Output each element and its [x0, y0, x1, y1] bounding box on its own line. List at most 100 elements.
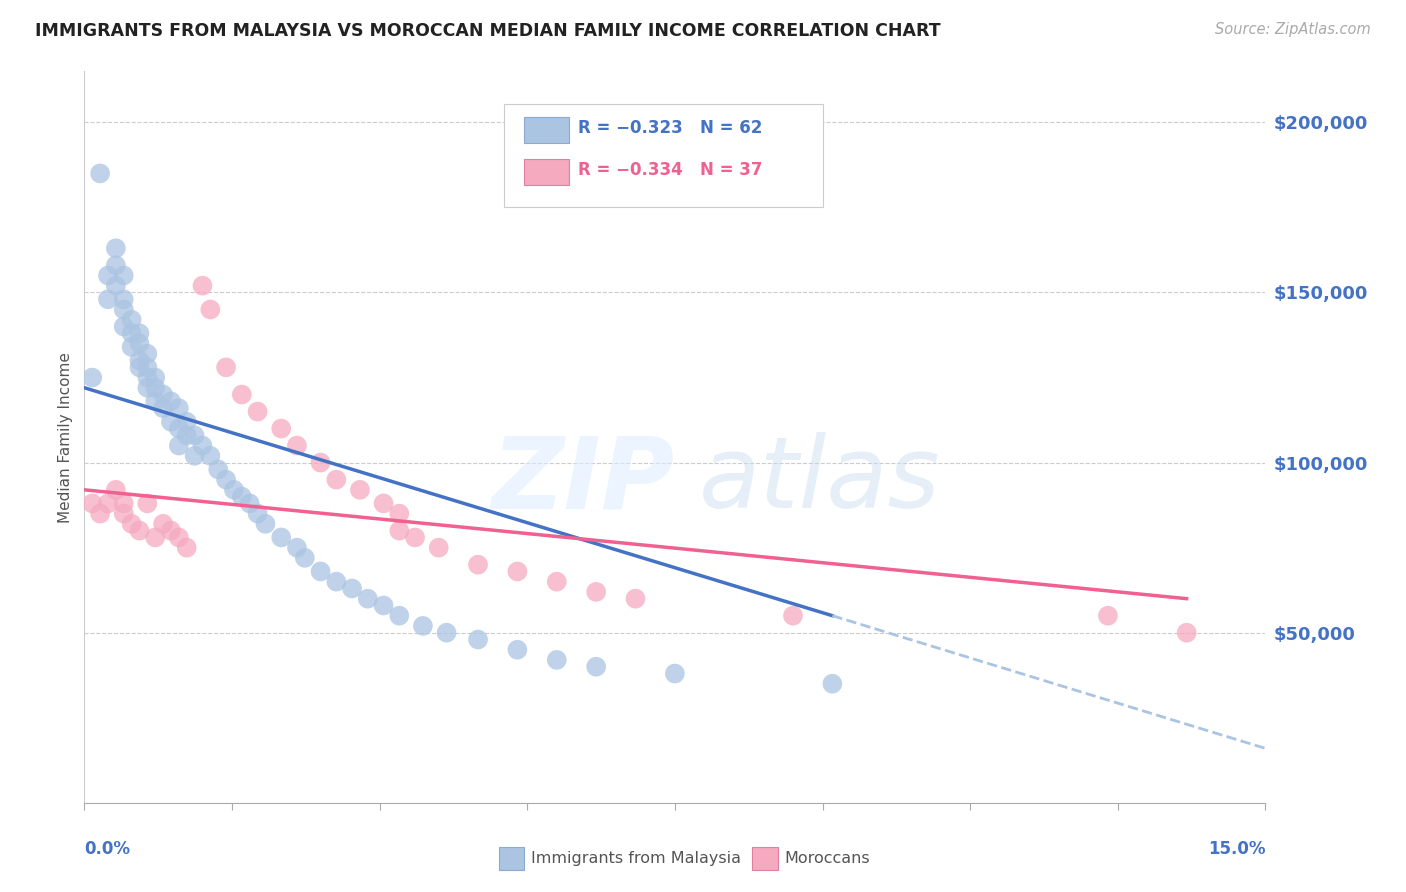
Point [89, 166, 111, 180]
Text: atlas: atlas [699, 433, 941, 530]
Point [200, 302, 222, 317]
Point [239, 496, 262, 510]
Point [136, 496, 159, 510]
Point [143, 394, 166, 409]
Point [215, 360, 238, 375]
Point [128, 353, 150, 368]
Point [82, 370, 104, 384]
Point [191, 439, 214, 453]
Text: Immigrants from Malaysia: Immigrants from Malaysia [531, 851, 741, 865]
Point [585, 659, 607, 673]
Point [104, 258, 127, 272]
Bar [523, 159, 568, 185]
Text: Source: ZipAtlas.com: Source: ZipAtlas.com [1215, 22, 1371, 37]
Point [121, 326, 143, 341]
Point [191, 278, 214, 293]
Point [546, 574, 568, 589]
Point [167, 401, 190, 416]
Point [436, 625, 458, 640]
Point [215, 473, 238, 487]
Point [246, 507, 269, 521]
Point [373, 599, 395, 613]
Point [585, 585, 607, 599]
Point [97, 268, 120, 283]
Point [136, 370, 159, 384]
Point [121, 340, 143, 354]
Point [104, 278, 127, 293]
Point [340, 582, 363, 596]
Point [404, 531, 426, 545]
Point [325, 473, 347, 487]
Point [349, 483, 371, 497]
Point [82, 496, 104, 510]
Point [112, 319, 135, 334]
Point [1097, 608, 1119, 623]
Point [128, 524, 150, 538]
Point [388, 524, 411, 538]
Point [104, 483, 127, 497]
Point [143, 370, 166, 384]
Point [167, 531, 190, 545]
Point [231, 387, 253, 401]
Point [176, 428, 198, 442]
Point [388, 507, 411, 521]
Point [128, 360, 150, 375]
Point [373, 496, 395, 510]
Bar [523, 118, 568, 143]
Point [97, 496, 120, 510]
Point [112, 268, 135, 283]
Text: R = −0.334   N = 37: R = −0.334 N = 37 [578, 161, 762, 179]
Text: Moroccans: Moroccans [785, 851, 870, 865]
Point [254, 516, 277, 531]
Point [136, 347, 159, 361]
Y-axis label: Median Family Income: Median Family Income [58, 351, 73, 523]
Point [121, 516, 143, 531]
Point [285, 439, 308, 453]
Text: 15.0%: 15.0% [1208, 840, 1265, 858]
Point [152, 387, 174, 401]
Point [467, 632, 489, 647]
Text: IMMIGRANTS FROM MALAYSIA VS MOROCCAN MEDIAN FAMILY INCOME CORRELATION CHART: IMMIGRANTS FROM MALAYSIA VS MOROCCAN MED… [35, 22, 941, 40]
Text: ZIP: ZIP [492, 433, 675, 530]
Point [89, 507, 111, 521]
Point [167, 421, 190, 435]
Point [506, 642, 529, 657]
Point [112, 302, 135, 317]
Point [112, 293, 135, 307]
Text: 0.0%: 0.0% [84, 840, 131, 858]
Point [160, 394, 183, 409]
Point [624, 591, 647, 606]
Point [152, 516, 174, 531]
Point [270, 421, 292, 435]
Point [222, 483, 245, 497]
Point [309, 456, 332, 470]
Point [427, 541, 450, 555]
Text: R = −0.323   N = 62: R = −0.323 N = 62 [578, 120, 762, 137]
Point [388, 608, 411, 623]
Point [664, 666, 686, 681]
Point [176, 541, 198, 555]
Point [128, 326, 150, 341]
Point [325, 574, 347, 589]
Point [152, 401, 174, 416]
Point [270, 531, 292, 545]
Point [285, 541, 308, 555]
Point [207, 462, 229, 476]
Point [357, 591, 380, 606]
FancyBboxPatch shape [503, 104, 823, 207]
Point [782, 608, 804, 623]
Point [128, 336, 150, 351]
Point [160, 524, 183, 538]
Point [136, 360, 159, 375]
Point [176, 415, 198, 429]
Point [160, 415, 183, 429]
Point [121, 312, 143, 326]
Point [183, 449, 205, 463]
Point [143, 381, 166, 395]
Point [546, 653, 568, 667]
Point [97, 293, 120, 307]
Point [821, 677, 844, 691]
Point [143, 531, 166, 545]
Point [104, 241, 127, 255]
Point [136, 381, 159, 395]
